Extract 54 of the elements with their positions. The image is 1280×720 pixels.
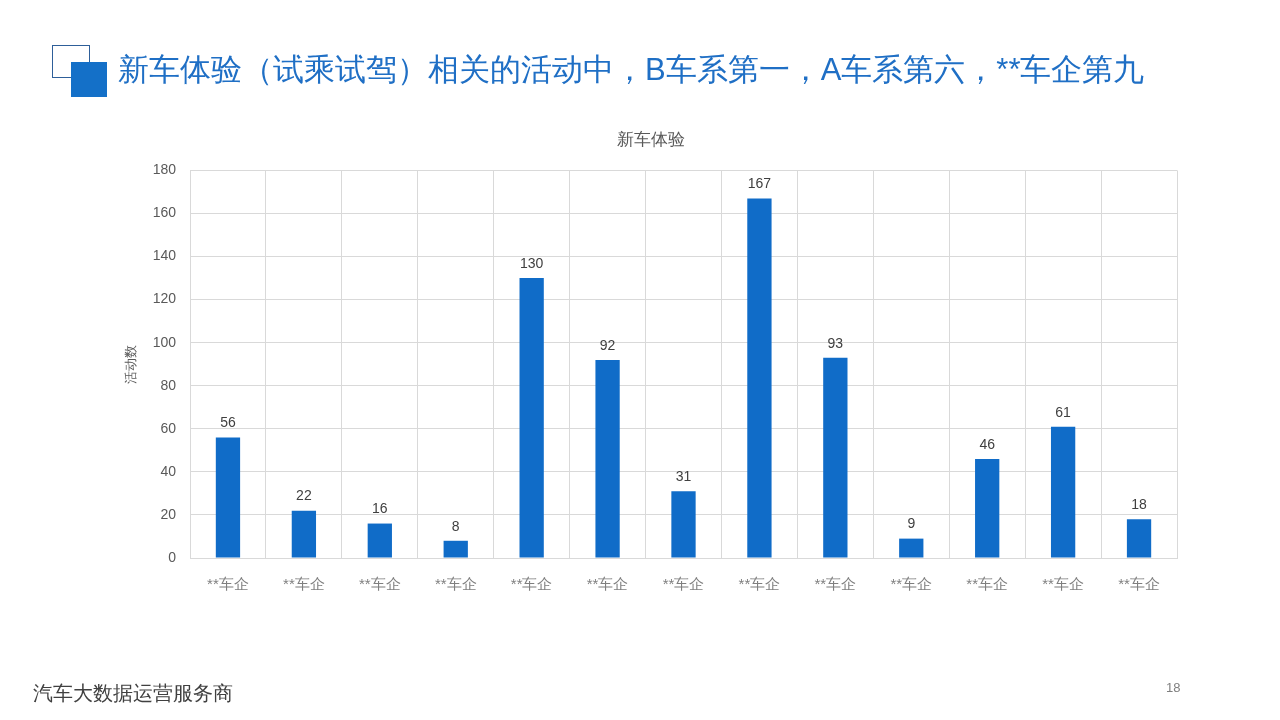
data-label: 18: [1131, 496, 1148, 513]
y-axis-title: 活动数: [123, 344, 139, 384]
x-tick-label: **车企: [662, 575, 705, 593]
bar: [975, 458, 1000, 558]
chart-subtitle: 新车体验: [616, 129, 685, 149]
y-tick-label: 40: [160, 462, 177, 479]
data-label: 31: [675, 468, 692, 485]
data-label: 61: [1055, 403, 1072, 420]
x-tick-label: **车企: [358, 575, 401, 593]
y-tick-label: 60: [160, 419, 177, 436]
y-tick-label: 20: [160, 505, 177, 522]
bar: [823, 357, 848, 558]
x-tick-label: **车企: [890, 575, 933, 593]
x-tick-label: **车企: [207, 575, 249, 593]
y-tick-label: 100: [152, 333, 177, 350]
bar: [671, 491, 696, 558]
data-label: 56: [220, 414, 236, 431]
x-tick-label: **车企: [510, 575, 553, 593]
x-tick-label: **车企: [283, 575, 325, 593]
x-tick-label: **车企: [814, 575, 857, 593]
x-tick-label: **车企: [586, 575, 629, 593]
y-tick-label: 0: [168, 548, 177, 565]
y-tick-label: 120: [152, 290, 177, 307]
data-label: 93: [827, 334, 844, 351]
data-label: 167: [747, 175, 772, 192]
x-tick-label: **车企: [1042, 575, 1084, 593]
bar: [1050, 426, 1076, 558]
data-label: 8: [451, 517, 460, 534]
y-tick-label: 180: [152, 161, 177, 178]
bar: [519, 278, 544, 558]
x-tick-label: **车企: [738, 575, 781, 593]
data-label: 130: [519, 254, 544, 271]
x-tick-label: **车企: [966, 575, 1009, 593]
data-label: 92: [599, 336, 616, 353]
bar: [747, 198, 772, 558]
x-tick-label: **车企: [1118, 575, 1160, 593]
bar: [443, 540, 468, 558]
bar: [215, 437, 241, 558]
y-tick-label: 160: [152, 204, 177, 221]
chart-title: 新车体验（试乘试驾）相关的活动中，B车系第一，A车系第六，**车企第九: [118, 51, 1145, 89]
bar: [899, 538, 924, 558]
data-label: 22: [296, 487, 312, 504]
bar: [1126, 519, 1152, 558]
data-label: 16: [372, 500, 388, 517]
text: 汽车大数据运营服务商: [33, 681, 233, 706]
y-tick-label: 80: [160, 376, 177, 393]
y-tick-label: 140: [152, 247, 177, 264]
data-label: 9: [907, 515, 916, 532]
x-tick-label: **车企: [434, 575, 477, 593]
bar: [291, 510, 317, 558]
bar: [595, 359, 620, 558]
bar: [367, 523, 392, 558]
text: 18: [1166, 680, 1181, 695]
data-label: 46: [979, 435, 996, 452]
